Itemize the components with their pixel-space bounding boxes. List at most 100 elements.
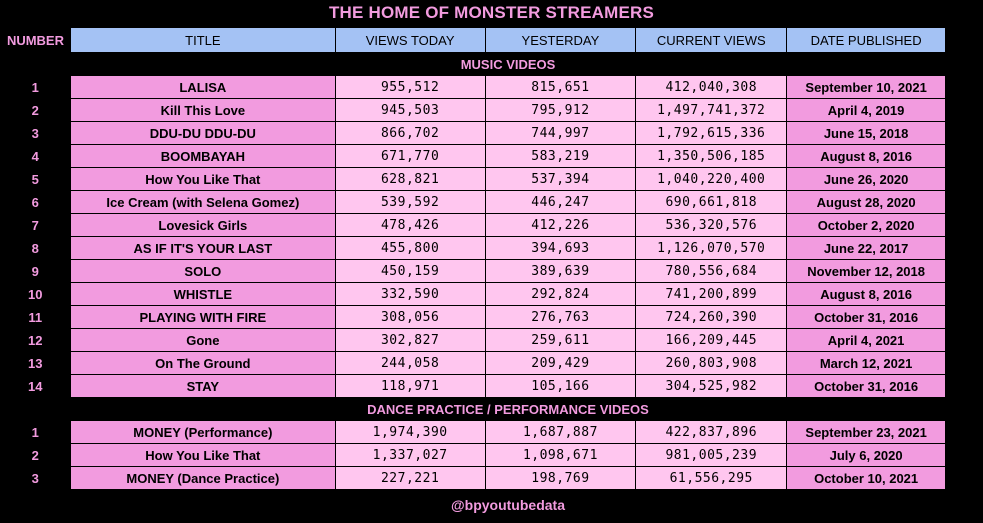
column-header-number[interactable]: NUMBER xyxy=(0,27,71,53)
cell-title[interactable]: AS IF IT'S YOUR LAST xyxy=(70,236,336,260)
cell-title[interactable]: BOOMBAYAH xyxy=(70,144,336,168)
table-row[interactable]: 12 Gone 302,827 259,611 166,209,445 April 4, … xyxy=(0,328,983,352)
cell-title[interactable]: LALISA xyxy=(70,76,336,99)
cell-current-views[interactable]: 1,040,220,400 xyxy=(635,167,788,191)
table-row[interactable]: 13 On The Ground 244,058 209,429 260,803,908… xyxy=(0,351,983,375)
cell-date-published[interactable]: April 4, 2019 xyxy=(786,98,947,122)
cell-views-today[interactable]: 478,426 xyxy=(335,213,486,237)
cell-title[interactable]: Gone xyxy=(70,328,336,352)
cell-number[interactable]: 8 xyxy=(0,236,71,260)
cell-yesterday[interactable]: 412,226 xyxy=(485,213,637,237)
table-row[interactable]: 2 Kill This Love 945,503 795,912 1,497,741,3… xyxy=(0,98,983,122)
column-header-date-published[interactable]: DATE PUBLISHED xyxy=(786,27,947,53)
cell-views-today[interactable]: 455,800 xyxy=(335,236,486,260)
cell-yesterday[interactable]: 389,639 xyxy=(485,259,637,283)
credit-handle[interactable]: @bpyoutubedata xyxy=(70,489,946,520)
cell-current-views[interactable]: 412,040,308 xyxy=(635,76,788,99)
cell-date-published[interactable]: October 2, 2020 xyxy=(786,213,947,237)
cell-yesterday[interactable]: 744,997 xyxy=(485,121,637,145)
cell-number[interactable]: 12 xyxy=(0,328,71,352)
cell-number[interactable]: 3 xyxy=(0,466,71,490)
cell-date-published[interactable]: November 12, 2018 xyxy=(786,259,947,283)
cell-date-published[interactable]: July 6, 2020 xyxy=(786,443,947,467)
cell-yesterday[interactable]: 292,824 xyxy=(485,282,637,306)
cell-views-today[interactable]: 118,971 xyxy=(335,374,486,398)
cell-title[interactable]: On The Ground xyxy=(70,351,336,375)
cell-current-views[interactable]: 422,837,896 xyxy=(635,421,788,444)
cell-yesterday[interactable]: 1,098,671 xyxy=(485,443,637,467)
table-row[interactable]: 7 Lovesick Girls 478,426 412,226 536,320,576… xyxy=(0,213,983,237)
cell-current-views[interactable]: 260,803,908 xyxy=(635,351,788,375)
table-row[interactable]: 6 Ice Cream (with Selena Gomez) 539,592 446… xyxy=(0,190,983,214)
cell-current-views[interactable]: 780,556,684 xyxy=(635,259,788,283)
cell-title[interactable]: STAY xyxy=(70,374,336,398)
cell-current-views[interactable]: 61,556,295 xyxy=(635,466,788,490)
cell-views-today[interactable]: 1,974,390 xyxy=(335,421,486,444)
cell-title[interactable]: How You Like That xyxy=(70,167,336,191)
cell-yesterday[interactable]: 259,611 xyxy=(485,328,637,352)
cell-date-published[interactable]: June 26, 2020 xyxy=(786,167,947,191)
table-row[interactable]: 2 How You Like That 1,337,027 1,098,671 981,… xyxy=(0,443,983,467)
cell-number[interactable]: 4 xyxy=(0,144,71,168)
cell-number[interactable]: 3 xyxy=(0,121,71,145)
cell-number[interactable]: 14 xyxy=(0,374,71,398)
cell-yesterday[interactable]: 394,693 xyxy=(485,236,637,260)
column-header-title[interactable]: TITLE xyxy=(69,27,336,53)
cell-title[interactable]: How You Like That xyxy=(70,443,336,467)
column-header-current-views[interactable]: CURRENT VIEWS xyxy=(635,27,788,53)
cell-yesterday[interactable]: 209,429 xyxy=(485,351,637,375)
cell-yesterday[interactable]: 795,912 xyxy=(485,98,637,122)
cell-title[interactable]: SOLO xyxy=(70,259,336,283)
table-row[interactable]: 8 AS IF IT'S YOUR LAST 455,800 394,693 1,126… xyxy=(0,236,983,260)
cell-number[interactable]: 10 xyxy=(0,282,71,306)
cell-date-published[interactable]: June 22, 2017 xyxy=(786,236,947,260)
cell-number[interactable]: 13 xyxy=(0,351,71,375)
table-row[interactable]: 5 How You Like That 628,821 537,394 1,040,22… xyxy=(0,167,983,191)
cell-number[interactable]: 9 xyxy=(0,259,71,283)
cell-title[interactable]: Kill This Love xyxy=(70,98,336,122)
cell-title[interactable]: PLAYING WITH FIRE xyxy=(70,305,336,329)
table-row[interactable]: 3 DDU-DU DDU-DU 866,702 744,997 1,792,615,33… xyxy=(0,121,983,145)
cell-views-today[interactable]: 671,770 xyxy=(335,144,486,168)
cell-views-today[interactable]: 1,337,027 xyxy=(335,443,486,467)
table-row[interactable]: 9 SOLO 450,159 389,639 780,556,684 November 1… xyxy=(0,259,983,283)
cell-date-published[interactable]: March 12, 2021 xyxy=(786,351,947,375)
cell-date-published[interactable]: October 31, 2016 xyxy=(786,374,947,398)
cell-number[interactable]: 1 xyxy=(0,76,71,99)
cell-current-views[interactable]: 1,350,506,185 xyxy=(635,144,788,168)
cell-views-today[interactable]: 332,590 xyxy=(335,282,486,306)
column-header-yesterday[interactable]: YESTERDAY xyxy=(484,27,637,53)
cell-number[interactable]: 2 xyxy=(0,98,71,122)
table-row[interactable]: 11 PLAYING WITH FIRE 308,056 276,763 724,260… xyxy=(0,305,983,329)
cell-yesterday[interactable]: 1,687,887 xyxy=(485,421,637,444)
column-header-views-today[interactable]: VIEWS TODAY xyxy=(334,27,486,53)
cell-current-views[interactable]: 166,209,445 xyxy=(635,328,788,352)
cell-views-today[interactable]: 866,702 xyxy=(335,121,486,145)
cell-current-views[interactable]: 1,497,741,372 xyxy=(635,98,788,122)
cell-number[interactable]: 11 xyxy=(0,305,71,329)
cell-number[interactable]: 2 xyxy=(0,443,71,467)
cell-yesterday[interactable]: 446,247 xyxy=(485,190,637,214)
table-row[interactable]: 14 STAY 118,971 105,166 304,525,982 October 3… xyxy=(0,374,983,398)
cell-date-published[interactable]: October 10, 2021 xyxy=(786,466,947,490)
table-row[interactable]: 10 WHISTLE 332,590 292,824 741,200,899 August… xyxy=(0,282,983,306)
cell-current-views[interactable]: 1,126,070,570 xyxy=(635,236,788,260)
cell-current-views[interactable]: 1,792,615,336 xyxy=(635,121,788,145)
table-row[interactable]: 1 MONEY (Performance) 1,974,390 1,687,887 42… xyxy=(0,421,983,444)
cell-date-published[interactable]: September 23, 2021 xyxy=(786,421,947,444)
cell-views-today[interactable]: 227,221 xyxy=(335,466,486,490)
cell-yesterday[interactable]: 583,219 xyxy=(485,144,637,168)
cell-views-today[interactable]: 945,503 xyxy=(335,98,486,122)
table-row[interactable]: 4 BOOMBAYAH 671,770 583,219 1,350,506,185 Aug… xyxy=(0,144,983,168)
cell-yesterday[interactable]: 537,394 xyxy=(485,167,637,191)
cell-title[interactable]: Lovesick Girls xyxy=(70,213,336,237)
cell-views-today[interactable]: 450,159 xyxy=(335,259,486,283)
cell-title[interactable]: WHISTLE xyxy=(70,282,336,306)
cell-date-published[interactable]: September 10, 2021 xyxy=(786,76,947,99)
cell-current-views[interactable]: 981,005,239 xyxy=(635,443,788,467)
table-row[interactable]: 3 MONEY (Dance Practice) 227,221 198,769 61,… xyxy=(0,466,983,490)
cell-title[interactable]: MONEY (Dance Practice) xyxy=(70,466,336,490)
cell-views-today[interactable]: 302,827 xyxy=(335,328,486,352)
cell-number[interactable]: 7 xyxy=(0,213,71,237)
cell-current-views[interactable]: 741,200,899 xyxy=(635,282,788,306)
